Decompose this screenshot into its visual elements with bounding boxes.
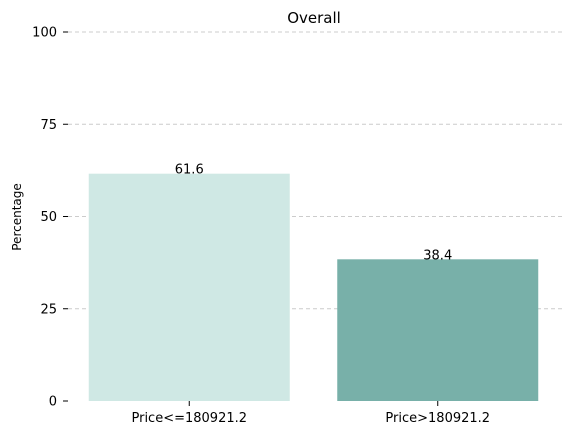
bar-value-label: 61.6 [175,163,204,178]
y-axis-ticks: 0 25 50 75 100 [32,26,68,410]
y-axis-label: Percentage [10,183,24,251]
y-tick-label: 50 [40,210,57,225]
x-tick-label: Price>180921.2 [385,411,490,426]
y-tick-label: 0 [49,395,57,410]
bar [337,259,539,401]
y-tick-label: 100 [32,26,57,41]
y-tick-label: 75 [40,118,57,133]
x-tick-label: Price<=180921.2 [131,411,247,426]
bar [88,173,290,401]
x-axis-ticks: Price<=180921.2 Price>180921.2 [131,401,490,426]
chart-title: Overall [287,9,341,27]
y-tick-label: 25 [40,302,57,317]
bars: 61.6 38.4 [88,163,539,401]
bar-value-label: 38.4 [423,248,452,263]
